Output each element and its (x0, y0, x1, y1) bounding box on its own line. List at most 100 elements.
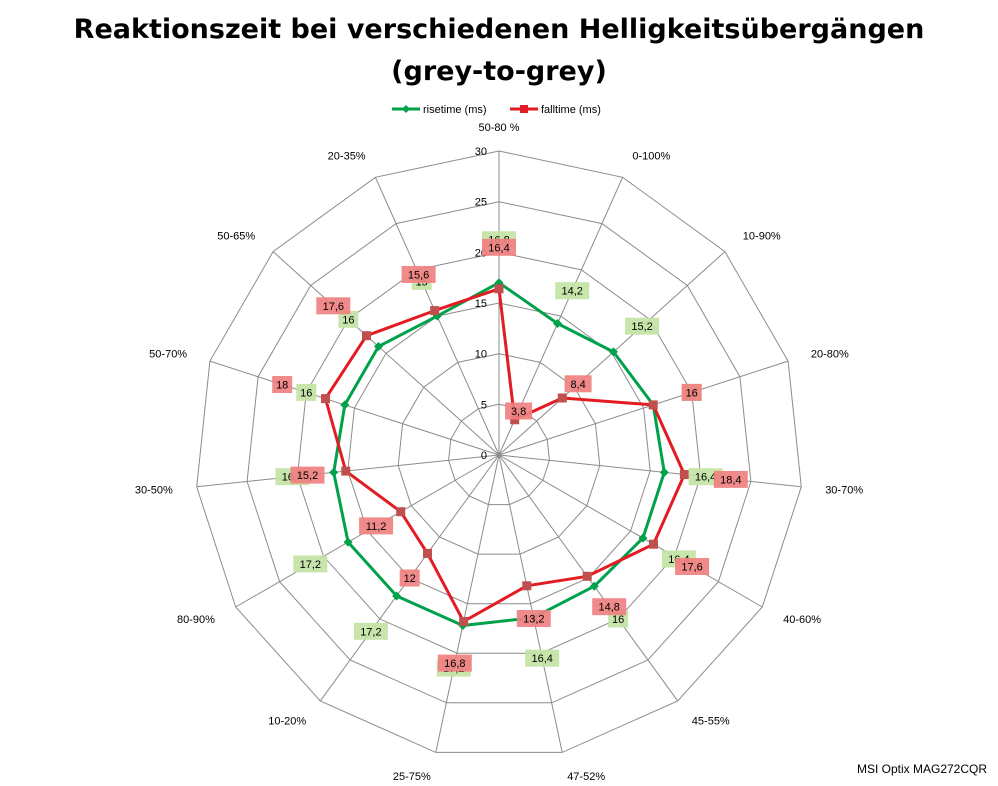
data-label-bg (675, 558, 710, 575)
data-label-bg (516, 610, 551, 627)
grid-spoke (498, 360, 789, 456)
data-point-falltime (396, 507, 406, 517)
footer-caption: MSI Optix MAG272CQR (857, 762, 987, 776)
data-point-risetime (659, 467, 669, 477)
data-label-risetime: 15,2 (631, 321, 652, 333)
radial-tick-label: 10 (475, 349, 487, 361)
data-label-falltime: 15,2 (297, 470, 318, 482)
data-label-bg (359, 517, 394, 535)
grid-ring (296, 251, 702, 654)
data-label-risetime: 16 (342, 314, 354, 326)
data-point-falltime (679, 470, 689, 479)
data-label-bg (525, 649, 560, 667)
data-point-falltime (648, 400, 658, 410)
legend-item-falltime: falltime (ms) (510, 104, 601, 116)
data-label-falltime: 13,2 (523, 614, 544, 626)
radial-tick-label: 0 (481, 450, 487, 462)
series-line-falltime (324, 287, 686, 623)
data-label-bg (399, 569, 420, 587)
grid-spoke (209, 360, 500, 456)
data-label-falltime: 11,2 (366, 521, 387, 533)
data-label-bg (555, 282, 590, 300)
data-point-risetime (589, 581, 599, 591)
data-labels: 16,814,215,21616,416,41616,417,217,217,2… (272, 231, 748, 677)
series-line-risetime (332, 281, 666, 627)
data-label-bg (564, 375, 592, 393)
category-label: 47-52% (567, 771, 605, 783)
data-label-bg (272, 376, 293, 393)
category-label: 10-20% (268, 715, 306, 727)
grid-spoke (498, 454, 802, 488)
legend: risetime (ms) falltime (ms) (392, 104, 601, 116)
data-point-risetime (329, 467, 339, 477)
data-point-falltime (522, 581, 532, 591)
legend-marker-risetime (402, 105, 410, 113)
data-point-risetime (609, 347, 618, 357)
data-point-risetime (553, 319, 562, 328)
legend-label-falltime: falltime (ms) (541, 104, 601, 116)
data-point-falltime (362, 331, 371, 341)
data-label-falltime: 15,6 (408, 270, 429, 282)
data-label-risetime: 16 (612, 614, 624, 626)
data-label-falltime: 16 (686, 387, 698, 399)
data-label-bg (592, 598, 627, 616)
chart-title: Reaktionszeit bei verschiedenen Helligke… (74, 14, 925, 45)
data-point-falltime (430, 306, 440, 316)
data-point-risetime (392, 591, 402, 601)
data-label-falltime: 17,6 (681, 562, 702, 574)
grid-ring (397, 353, 601, 555)
data-label-risetime: 17,2 (360, 626, 381, 638)
data-point-risetime (374, 342, 383, 351)
legend-marker-falltime (520, 105, 528, 113)
data-label-risetime: 17,2 (300, 559, 321, 571)
data-label-risetime: 14,2 (561, 286, 582, 298)
grid-ring (246, 201, 752, 704)
category-label: 50-80 % (479, 122, 520, 134)
radial-tick-label: 25 (475, 197, 487, 209)
data-label-bg (316, 297, 351, 315)
grid-ring (448, 403, 550, 506)
grid-spoke (272, 251, 500, 456)
data-label-falltime: 16,4 (488, 242, 509, 254)
category-label: 50-65% (217, 231, 255, 243)
data-label-risetime: 16 (300, 387, 312, 399)
data-label-bg (296, 383, 317, 401)
data-label-bg (353, 622, 388, 640)
data-point-falltime (423, 548, 432, 558)
radial-tick-label: 15 (475, 298, 487, 310)
category-label: 30-70% (825, 484, 863, 496)
data-label-bg (290, 466, 325, 484)
grid-spoke (498, 454, 563, 753)
category-label: 45-55% (692, 715, 730, 727)
data-label-risetime: 16,4 (695, 472, 716, 484)
chart-subtitle: (grey-to-grey) (391, 56, 607, 87)
legend-label-risetime: risetime (ms) (423, 104, 487, 116)
category-label: 20-35% (328, 150, 366, 162)
data-label-bg (681, 383, 702, 401)
data-label-falltime: 18,4 (720, 474, 741, 486)
data-label-bg (401, 266, 436, 283)
data-label-falltime: 12 (404, 573, 416, 585)
radar-series (321, 278, 689, 630)
category-label: 0-100% (632, 150, 670, 162)
data-label-risetime: 16,4 (531, 653, 552, 665)
data-point-risetime (340, 400, 350, 410)
data-point-falltime (510, 415, 520, 425)
data-label-bg (625, 317, 660, 335)
data-point-falltime (649, 539, 658, 549)
grid-spoke (435, 454, 500, 753)
data-point-falltime (557, 393, 567, 403)
data-point-falltime (459, 617, 469, 626)
grid-ring (196, 150, 802, 753)
category-label: 20-80% (811, 349, 849, 361)
category-labels: 50-80 % 0-100% 10-90% 20-80% 30-70% 40-60% 45-… (135, 122, 863, 783)
legend-item-risetime: risetime (ms) (392, 104, 487, 116)
category-label: 25-75% (393, 771, 431, 783)
grid-ring (347, 302, 651, 605)
data-point-falltime (341, 466, 351, 476)
category-label: 40-60% (783, 614, 821, 626)
category-label: 50-70% (149, 349, 187, 361)
data-label-falltime: 18 (276, 380, 288, 392)
data-point-falltime (494, 284, 504, 294)
